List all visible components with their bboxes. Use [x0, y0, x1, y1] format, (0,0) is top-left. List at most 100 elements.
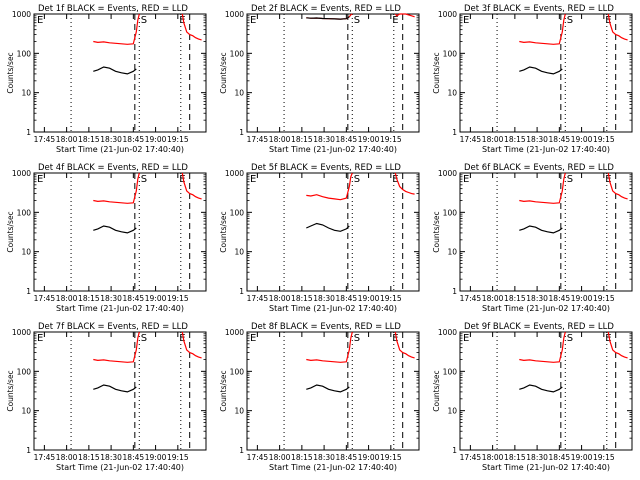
plot-frame	[246, 13, 420, 133]
y-axis-label: Counts/sec	[6, 211, 15, 252]
y-tick-label: 10	[21, 89, 31, 98]
marker-letter: S	[141, 15, 147, 26]
x-axis-label: Start Time (21-Jun-02 17:40:40)	[56, 463, 184, 472]
x-tick-label: 17:45	[247, 453, 269, 462]
y-tick-label: 10	[234, 89, 244, 98]
y-axis-label: Counts/sec	[6, 52, 15, 93]
y-tick-label: 1	[452, 446, 457, 455]
chart-title: Det 3f BLACK = Events, RED = LLD	[464, 4, 614, 14]
x-tick-label: 19:00	[358, 453, 380, 462]
x-tick-label: 18:00	[269, 294, 291, 303]
lld-series-line	[306, 172, 353, 201]
x-axis-label: Start Time (21-Jun-02 17:40:40)	[482, 304, 610, 313]
chart-title: Det 9f BLACK = Events, RED = LLD	[464, 322, 614, 332]
lld-series-line	[93, 331, 140, 363]
x-axis-label: Start Time (21-Jun-02 17:40:40)	[56, 304, 184, 313]
y-tick-label: 1	[452, 287, 457, 296]
chart-title: Det 5f BLACK = Events, RED = LLD	[251, 163, 401, 173]
y-tick-label: 1	[26, 446, 31, 455]
y-tick-label: 100	[17, 208, 32, 217]
y-tick-label: 1000	[438, 169, 457, 178]
lld-series-line	[181, 331, 202, 359]
x-tick-label: 18:45	[336, 294, 358, 303]
y-tick-label: 1	[239, 128, 244, 137]
marker-letter: E	[463, 174, 469, 185]
x-tick-label: 19:15	[380, 294, 402, 303]
x-axis-label: Start Time (21-Jun-02 17:40:40)	[269, 463, 397, 472]
marker-letter: E	[392, 15, 398, 26]
x-tick-label: 18:45	[123, 453, 145, 462]
lld-series-line	[394, 172, 415, 195]
x-tick-label: 19:15	[167, 294, 189, 303]
y-tick-label: 100	[230, 367, 245, 376]
y-axis-label: Counts/sec	[219, 52, 228, 93]
x-tick-label: 18:15	[504, 453, 526, 462]
y-tick-label: 1	[452, 128, 457, 137]
marker-letter: E	[37, 15, 43, 26]
lld-series-line	[93, 172, 140, 204]
lld-series-line	[519, 331, 566, 363]
plot-frame	[246, 172, 420, 292]
marker-letter: E	[605, 15, 611, 26]
x-tick-label: 18:45	[336, 453, 358, 462]
x-tick-label: 18:30	[313, 294, 335, 303]
events-series-line	[519, 384, 563, 393]
x-tick-label: 18:15	[78, 294, 100, 303]
plot-frame	[459, 13, 633, 133]
marker-letter: E	[605, 174, 611, 185]
x-tick-label: 18:30	[100, 294, 122, 303]
marker-letter: S	[354, 333, 360, 344]
marker-letter: S	[567, 174, 573, 185]
chart-title: Det 8f BLACK = Events, RED = LLD	[251, 322, 401, 332]
x-tick-label: 18:30	[526, 453, 548, 462]
marker-letter: S	[141, 333, 147, 344]
marker-letter: E	[37, 174, 43, 185]
y-tick-label: 1	[26, 287, 31, 296]
x-axis-label: Start Time (21-Jun-02 17:40:40)	[269, 304, 397, 313]
events-series-line	[93, 66, 137, 75]
y-axis-label: Counts/sec	[432, 370, 441, 411]
marker-letter: S	[141, 174, 147, 185]
x-tick-label: 18:45	[123, 135, 145, 144]
x-tick-label: 17:45	[247, 135, 269, 144]
x-tick-label: 18:30	[526, 294, 548, 303]
y-tick-label: 10	[234, 248, 244, 257]
y-tick-label: 1000	[12, 169, 31, 178]
x-tick-label: 18:15	[504, 135, 526, 144]
lld-series-line	[607, 331, 628, 359]
lld-series-line	[394, 331, 415, 359]
x-tick-label: 19:00	[358, 294, 380, 303]
y-tick-label: 10	[234, 407, 244, 416]
y-tick-label: 1000	[225, 10, 244, 19]
x-tick-label: 17:45	[247, 294, 269, 303]
y-tick-label: 10	[447, 407, 457, 416]
events-series-line	[306, 222, 350, 232]
y-tick-label: 100	[17, 367, 32, 376]
chart-panel: Det 8f BLACK = Events, RED = LLD 1 10 100 10…	[219, 322, 420, 472]
x-tick-label: 18:00	[269, 135, 291, 144]
y-tick-label: 1	[239, 287, 244, 296]
marker-letter: E	[250, 15, 256, 26]
plot-frame	[459, 331, 633, 451]
marker-letter: E	[179, 174, 185, 185]
y-axis-label: Counts/sec	[219, 211, 228, 252]
x-tick-label: 18:30	[100, 135, 122, 144]
x-tick-label: 18:30	[526, 135, 548, 144]
y-tick-label: 10	[21, 407, 31, 416]
y-tick-label: 100	[443, 49, 458, 58]
x-tick-label: 19:00	[571, 135, 593, 144]
marker-letter: E	[250, 333, 256, 344]
y-tick-label: 1000	[438, 328, 457, 337]
x-tick-label: 19:15	[380, 453, 402, 462]
events-series-line	[93, 225, 137, 234]
x-tick-label: 18:00	[482, 135, 504, 144]
chart-panel: Det 3f BLACK = Events, RED = LLD 1 10 100 10…	[432, 4, 633, 154]
lld-series-line	[181, 13, 202, 41]
chart-title: Det 6f BLACK = Events, RED = LLD	[464, 163, 614, 173]
x-axis-label: Start Time (21-Jun-02 17:40:40)	[482, 145, 610, 154]
x-tick-label: 17:45	[34, 294, 56, 303]
plot-frame	[33, 331, 207, 451]
chart-panel: Det 5f BLACK = Events, RED = LLD 1 10 100 10…	[219, 163, 420, 313]
x-tick-label: 18:00	[482, 453, 504, 462]
x-tick-label: 18:45	[336, 135, 358, 144]
